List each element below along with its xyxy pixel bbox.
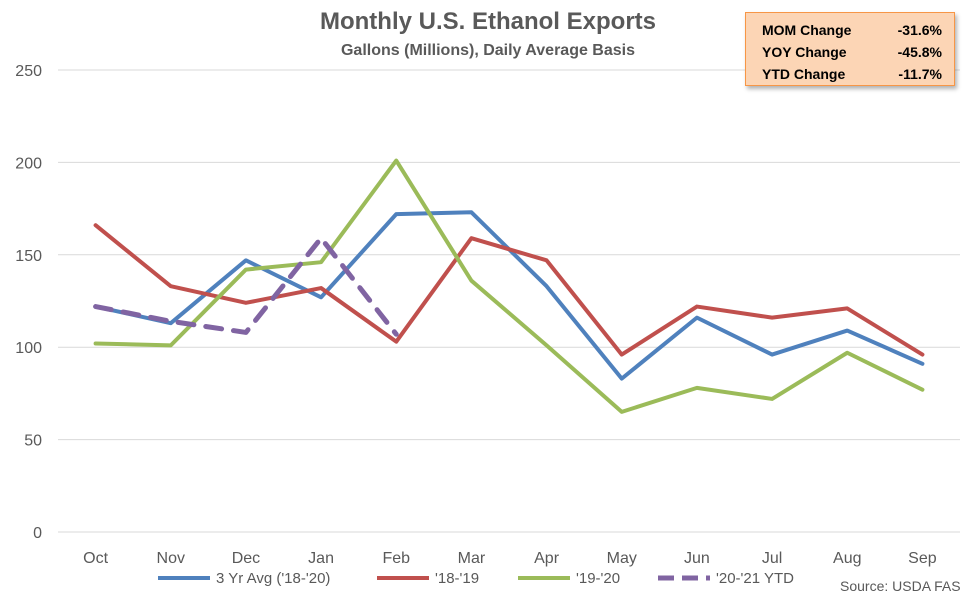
x-tick-label: Jul — [762, 550, 782, 567]
y-tick-label: 0 — [33, 525, 42, 542]
summary-row-mom: MOM Change -31.6% — [762, 19, 942, 41]
y-tick-label: 150 — [15, 248, 42, 265]
summary-label: YOY Change — [762, 44, 847, 60]
summary-box: MOM Change -31.6% YOY Change -45.8% YTD … — [745, 12, 955, 86]
series-line-3 — [93, 235, 399, 337]
x-tick-label: Sep — [908, 550, 937, 567]
x-tick-label: Jan — [308, 550, 334, 567]
y-tick-label: 200 — [15, 155, 42, 172]
summary-value: -31.6% — [897, 22, 942, 38]
x-tick-label: Jun — [684, 550, 710, 567]
summary-value: -11.7% — [898, 66, 942, 82]
series-line-2 — [93, 158, 925, 414]
source-note: Source: USDA FAS — [840, 578, 961, 594]
x-tick-label: Oct — [83, 550, 108, 567]
x-tick-label: May — [607, 550, 637, 567]
y-tick-label: 250 — [15, 63, 42, 80]
x-tick-label: Dec — [232, 550, 260, 567]
summary-value: -45.8% — [897, 44, 942, 60]
chart-title: Monthly U.S. Ethanol Exports — [319, 8, 656, 35]
legend-label: '19-'20 — [576, 570, 620, 587]
x-tick-label: Mar — [458, 550, 486, 567]
x-tick-label: Nov — [157, 550, 185, 567]
summary-label: MOM Change — [762, 22, 852, 38]
series-line-1 — [93, 223, 925, 357]
legend-label: '20-'21 YTD — [716, 570, 794, 587]
x-tick-label: Feb — [382, 550, 410, 567]
y-tick-label: 100 — [15, 340, 42, 357]
x-tick-label: Apr — [534, 550, 560, 567]
summary-label: YTD Change — [762, 66, 846, 82]
legend-label: 3 Yr Avg ('18-'20) — [216, 570, 330, 587]
y-tick-label: 50 — [24, 433, 42, 450]
summary-row-yoy: YOY Change -45.8% — [762, 41, 942, 63]
legend-label: '18-'19 — [435, 570, 479, 587]
chart-subtitle: Gallons (Millions), Daily Average Basis — [340, 42, 635, 59]
x-tick-label: Aug — [833, 550, 861, 567]
summary-row-ytd: YTD Change -11.7% — [762, 63, 942, 85]
